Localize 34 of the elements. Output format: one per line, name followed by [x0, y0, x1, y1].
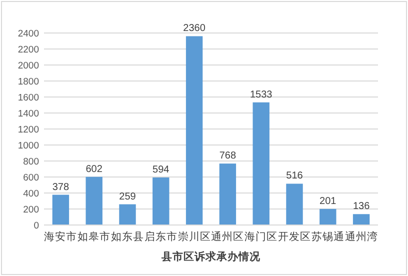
y-tick: 2200: [18, 44, 39, 56]
x-tick: 启东市: [144, 231, 178, 243]
x-tick: 如皋市: [78, 231, 111, 243]
y-tick: 0: [34, 220, 39, 232]
x-tick: 通州湾: [344, 231, 378, 243]
data-label: 516: [286, 170, 303, 182]
y-tick: 1400: [18, 108, 39, 120]
y-tick: 800: [23, 156, 39, 168]
data-label: 594: [152, 164, 170, 176]
data-label: 602: [86, 164, 102, 175]
x-tick: 开发区: [278, 231, 311, 243]
y-tick: 200: [23, 204, 39, 216]
y-tick: 1200: [18, 124, 39, 136]
x-tick: 海门区: [244, 231, 278, 243]
y-tick: 600: [23, 172, 39, 184]
y-tick: 1800: [18, 76, 39, 88]
y-tick: 2400: [18, 28, 39, 40]
y-tick: 400: [23, 188, 39, 200]
data-label: 259: [119, 191, 136, 202]
y-tick: 1600: [18, 92, 39, 104]
data-label: 768: [219, 150, 236, 162]
data-label: 378: [52, 182, 70, 193]
data-label: 136: [352, 201, 370, 212]
data-label: 1533: [250, 89, 272, 100]
x-tick: 崇川区: [178, 231, 211, 243]
x-tick: 通州区: [211, 231, 244, 243]
x-label: 县市区诉求承办情况: [162, 251, 260, 263]
x-tick: 如东县: [111, 231, 144, 243]
x-tick: 苏锡通: [311, 231, 344, 243]
x-tick: 海安市: [44, 231, 78, 243]
y-tick: 1000: [18, 140, 39, 152]
y-tick: 2000: [18, 60, 39, 72]
data-label: 201: [320, 196, 336, 207]
data-label: 2360: [183, 23, 206, 34]
